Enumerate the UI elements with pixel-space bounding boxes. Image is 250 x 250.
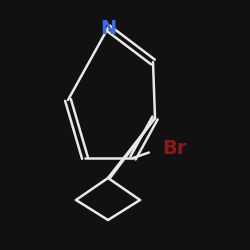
Text: Br: Br bbox=[162, 138, 186, 158]
Text: N: N bbox=[100, 18, 116, 38]
